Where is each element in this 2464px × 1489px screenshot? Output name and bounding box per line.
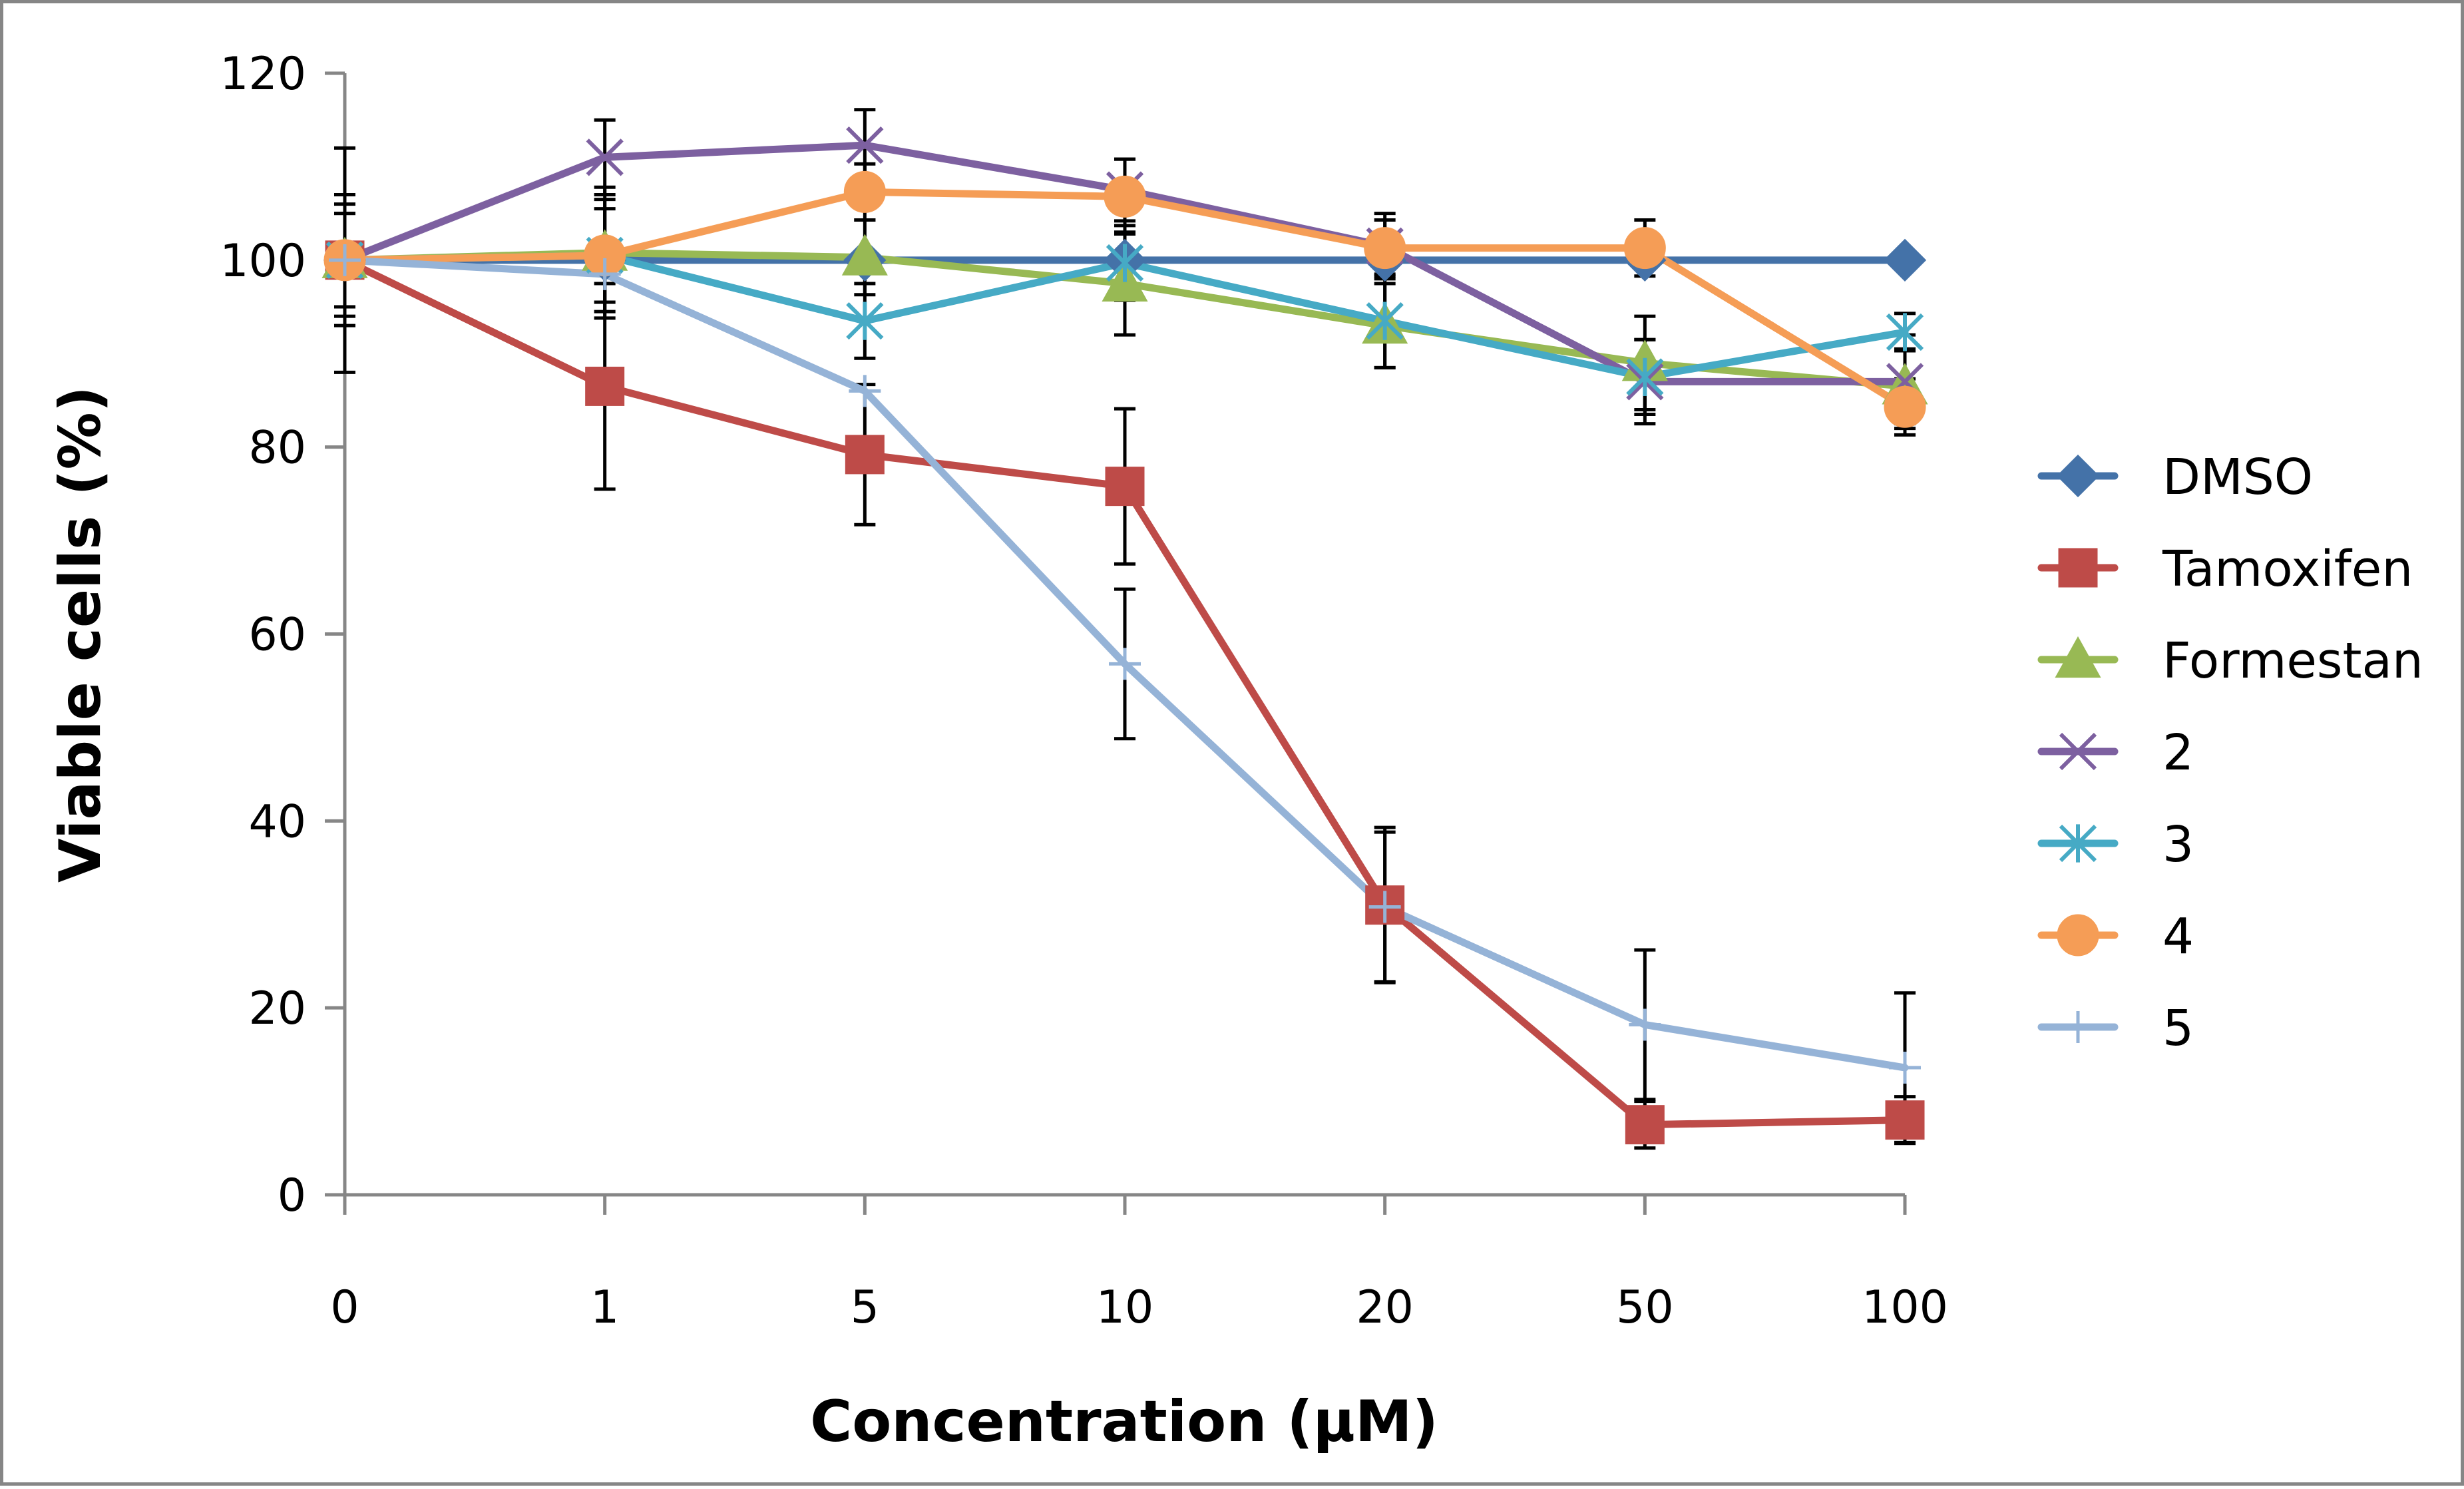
data-point-tamoxifen [1625,1105,1665,1145]
legend-item-3: 3 [2037,816,2194,873]
line-chart: 0 20 40 60 80 100 120 0 1 5 10 20 50 100 Viable cells… [47,48,2423,1455]
y-axis-title: Viable cells (%) [47,386,114,883]
data-point-5 [1889,1052,1921,1084]
data-point-4 [843,170,886,213]
y-tick-label: 60 [248,609,306,662]
legend-item-5: 5 [2037,1000,2194,1057]
legend-marker [2062,1011,2094,1043]
legend-label: 5 [2162,1000,2194,1057]
legend-label: 2 [2162,724,2194,781]
legend-item-2: 2 [2037,724,2194,781]
x-tick-label: 0 [330,1281,359,1334]
data-point-3 [1886,313,1924,351]
data-point-2 [586,138,624,176]
x-axis-title: Concentration (μM) [810,1388,1438,1455]
data-point-4 [1884,385,1926,428]
y-tick-label: 20 [248,982,306,1035]
legend-marker [2057,914,2099,957]
data-point-4 [1364,227,1406,270]
data-point-tamoxifen [1105,467,1145,507]
y-tick-label: 80 [248,422,306,475]
x-tick-label: 10 [1096,1281,1154,1334]
legend-marker [2055,636,2101,678]
y-tick-label: 40 [248,795,306,848]
data-point-5 [1629,1008,1661,1041]
legend: DMSO Tamoxifen Formestan 2 3 4 5 [2037,449,2423,1057]
y-tick-label: 120 [220,48,306,101]
data-point-dmso [1883,238,1927,282]
legend-label: 3 [2162,816,2194,873]
data-point-tamoxifen [585,366,625,406]
data-point-5 [588,258,621,290]
legend-marker [2059,824,2097,863]
x-tick-label: 50 [1616,1281,1674,1334]
data-point-5 [849,375,881,407]
legend-label: 4 [2162,908,2194,965]
x-tick-label: 1 [590,1281,619,1334]
y-tick-label: 0 [278,1170,306,1222]
legend-item-formestan: Formestan [2037,632,2423,690]
legend-item-4: 4 [2037,908,2194,965]
legend-item-dmso: DMSO [2037,449,2313,506]
legend-marker [2058,548,2098,588]
data-point-4 [1104,175,1146,218]
legend-marker [2056,454,2100,498]
data-point-3 [846,302,884,340]
x-tick-label: 5 [851,1281,879,1334]
data-point-5 [1368,891,1401,923]
y-tick-label: 100 [220,235,306,288]
data-point-3 [1626,357,1664,396]
data-point-tamoxifen [845,435,885,475]
data-point-3 [1366,302,1404,340]
legend-label: DMSO [2162,449,2313,506]
x-tick-label: 20 [1356,1281,1414,1334]
legend-item-tamoxifen: Tamoxifen [2037,540,2413,598]
legend-label: Tamoxifen [2162,540,2413,598]
data-point-4 [1623,227,1666,270]
data-point-5 [329,244,361,276]
legend-marker [2059,732,2097,771]
data-point-3 [1106,244,1144,282]
data-point-5 [1109,648,1141,680]
data-point-2 [846,126,884,164]
x-tick-label: 100 [1862,1281,1948,1334]
data-point-formestan [841,234,888,276]
legend-label: Formestan [2162,632,2423,690]
data-point-tamoxifen [1885,1100,1925,1140]
